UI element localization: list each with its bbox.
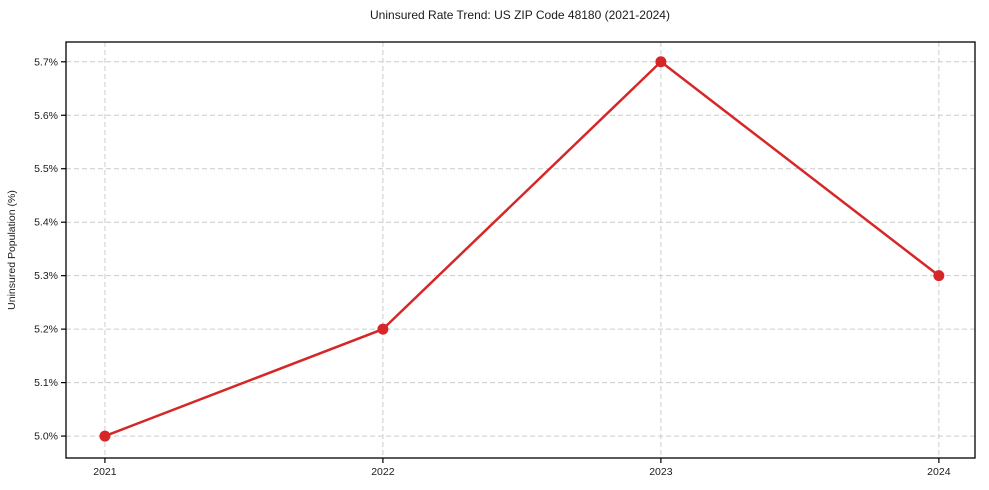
x-tick-label: 2022 — [371, 466, 395, 478]
y-tick-label: 5.2% — [34, 324, 58, 336]
gridlines — [66, 42, 975, 458]
plot-border — [65, 41, 976, 459]
x-tick-label: 2023 — [649, 466, 673, 478]
data-point-marker — [377, 323, 389, 335]
data-point-marker — [655, 56, 667, 68]
data-point-marker — [99, 430, 111, 442]
x-tick-label: 2024 — [927, 466, 951, 478]
trend-line-series — [99, 56, 945, 442]
y-tick-label: 5.4% — [34, 217, 58, 229]
x-tick-label: 2021 — [93, 466, 117, 478]
y-tick-label: 5.7% — [34, 56, 58, 68]
chart-title: Uninsured Rate Trend: US ZIP Code 48180 … — [370, 8, 670, 22]
data-point-marker — [933, 270, 945, 282]
axis-ticks — [61, 61, 940, 463]
axis-tick-labels: 5.0% 5.1% 5.2% 5.3% 5.4% 5.5% 5.6% 5.7% 2021 2022… — [34, 56, 951, 478]
y-tick-label: 5.3% — [34, 270, 58, 282]
trend-line — [103, 60, 941, 438]
y-axis-label: Uninsured Population (%) — [6, 190, 18, 310]
y-tick-label: 5.0% — [34, 431, 58, 443]
y-tick-label: 5.5% — [34, 163, 58, 175]
y-tick-label: 5.6% — [34, 110, 58, 122]
y-tick-label: 5.1% — [34, 377, 58, 389]
